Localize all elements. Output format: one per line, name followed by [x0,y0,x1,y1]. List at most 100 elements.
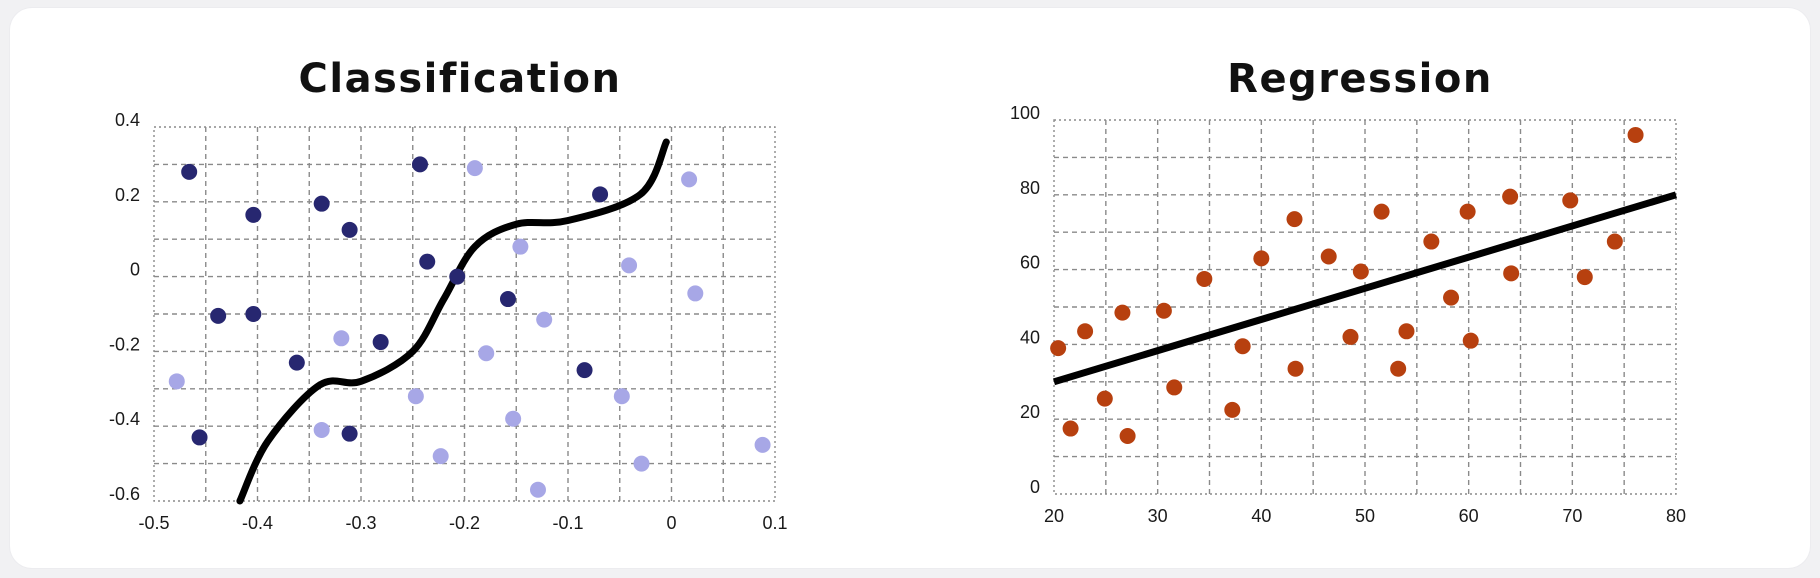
series-class_b [168,160,771,498]
data-point [1502,188,1519,205]
data-point [1562,192,1579,209]
data-point [1423,233,1440,250]
data-point-class-b [613,388,630,405]
regression-title: Regression [1227,56,1493,102]
data-point [1234,338,1251,355]
regression-points [1050,126,1644,445]
data-point [1320,248,1337,265]
data-point-class-b [536,311,553,328]
x-tick-label: -0.5 [138,513,169,533]
x-tick-label: 0 [666,513,676,533]
data-point [1077,323,1094,340]
data-point-class-a [341,425,358,442]
data-point [1286,211,1303,228]
x-tick-label: 20 [1044,506,1064,526]
y-tick-label: 0.4 [115,110,140,130]
data-point [1459,203,1476,220]
data-point-class-a [411,156,428,173]
data-point [1342,328,1359,345]
y-tick-label: -0.6 [109,484,140,504]
data-point-class-a [210,307,227,324]
data-point-class-b [681,171,698,188]
x-tick-label: -0.1 [552,513,583,533]
y-tick-label: 60 [1020,253,1040,273]
data-point-class-b [505,410,522,427]
x-axis-ticks: 20 30 40 50 60 70 80 [1044,506,1686,526]
chart-card [10,8,1810,568]
data-point [1373,203,1390,220]
data-point-class-b [512,238,529,255]
y-tick-label: -0.4 [109,409,140,429]
data-point-class-a [372,334,389,351]
y-axis-ticks: 100 80 60 40 20 0 [1010,103,1040,497]
data-point [1352,263,1369,280]
grid [1053,119,1677,495]
data-point-class-a [592,186,609,203]
data-point [1253,250,1270,267]
x-tick-label: 80 [1666,506,1686,526]
data-point [1166,379,1183,396]
decision-boundary [236,138,670,505]
data-point-class-b [478,345,495,362]
x-axis-ticks: -0.5 -0.4 -0.3 -0.2 -0.1 0 0.1 [138,513,787,533]
y-tick-label: 0.2 [115,185,140,205]
data-point-class-a [449,268,466,285]
data-point [1390,360,1407,377]
data-point-class-a [191,429,208,446]
data-point-class-b [529,481,546,498]
data-point [1062,420,1079,437]
data-point-class-b [333,330,350,347]
x-tick-label: 70 [1562,506,1582,526]
data-point-class-a [499,291,516,308]
plot-frame [1053,119,1677,495]
data-point-class-a [341,221,358,238]
data-point [1096,390,1113,407]
data-point-class-b [466,160,483,177]
data-point-class-b [687,285,704,302]
x-tick-label: -0.4 [242,513,273,533]
data-point-class-b [407,388,424,405]
x-tick-label: 60 [1459,506,1479,526]
data-point [1443,289,1460,306]
data-point-class-a [181,163,198,180]
series-class_a [181,156,609,446]
data-point-class-a [245,206,262,223]
y-tick-label: 0 [1030,477,1040,497]
data-point [1606,233,1623,250]
data-point-class-b [754,436,771,453]
data-point-class-b [432,448,449,465]
y-tick-label: 0 [130,260,140,280]
data-point [1462,332,1479,349]
data-point-class-a [245,306,262,322]
y-tick-label: 20 [1020,402,1040,422]
data-point-class-b [621,257,638,274]
y-tick-label: 40 [1020,327,1040,347]
y-tick-label: 80 [1020,178,1040,198]
y-tick-label: 100 [1010,103,1040,123]
classification-title: Classification [299,56,622,102]
data-point [1196,270,1213,287]
data-point [1224,401,1241,418]
x-tick-label: 0.1 [762,513,787,533]
x-tick-label: -0.3 [345,513,376,533]
data-point [1119,428,1136,445]
y-axis-ticks: 0.4 0.2 0 -0.2 -0.4 -0.6 [109,110,140,504]
classification-panel: Classification -0.5 -0.4 -0.3 -0.2 -0.1 0 0.1 0… [109,56,788,533]
data-point-class-a [419,253,436,270]
data-point [1114,304,1131,321]
data-point-class-b [313,421,330,438]
regression-line [1052,191,1678,386]
plot-frame [153,126,776,502]
y-tick-label: -0.2 [109,334,140,354]
data-point [1576,269,1593,286]
data-point [1398,323,1415,340]
x-tick-label: 50 [1355,506,1375,526]
data-point-class-b [633,455,650,472]
data-point [1155,302,1172,319]
data-point [1503,265,1520,282]
data-point-class-a [576,362,593,379]
x-tick-label: 30 [1148,506,1168,526]
data-point-class-b [168,373,185,390]
